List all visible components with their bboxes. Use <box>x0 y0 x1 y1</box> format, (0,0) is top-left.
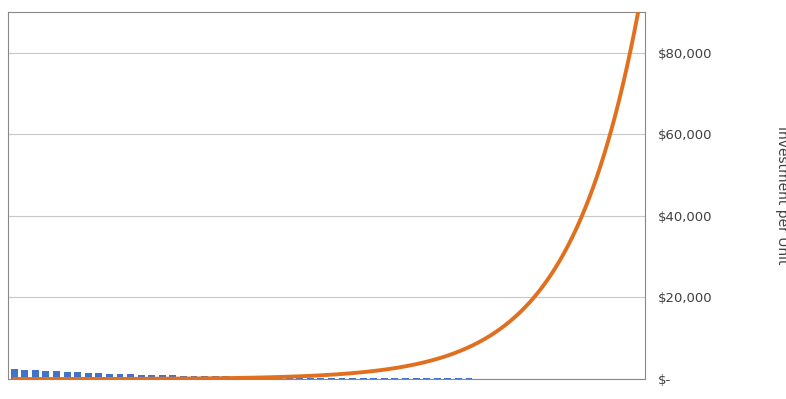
Bar <box>53 371 60 379</box>
Bar <box>413 378 420 379</box>
Bar <box>116 374 123 379</box>
Bar <box>11 369 17 379</box>
Bar <box>434 378 441 379</box>
Bar <box>149 375 155 379</box>
Bar <box>180 375 187 379</box>
Bar <box>74 372 81 379</box>
Bar <box>106 373 113 379</box>
Bar <box>307 377 314 379</box>
Bar <box>138 375 145 379</box>
Bar <box>32 370 39 379</box>
Bar <box>402 378 409 379</box>
Bar <box>275 377 282 379</box>
Bar <box>444 378 451 379</box>
Bar <box>286 377 292 379</box>
Bar <box>21 369 28 379</box>
Bar <box>381 378 387 379</box>
Bar <box>328 378 335 379</box>
Bar <box>95 373 102 379</box>
Bar <box>391 378 399 379</box>
Bar <box>254 377 261 379</box>
Bar <box>318 377 325 379</box>
Bar <box>423 378 430 379</box>
Bar <box>64 372 71 379</box>
Bar <box>170 375 176 379</box>
Bar <box>85 373 92 379</box>
Bar <box>42 371 50 379</box>
Bar <box>211 376 219 379</box>
Bar <box>349 378 356 379</box>
Bar <box>296 377 303 379</box>
Y-axis label: Investment per Unit: Investment per Unit <box>775 126 786 265</box>
Bar <box>244 377 250 379</box>
Bar <box>222 376 230 379</box>
Bar <box>360 378 366 379</box>
Bar <box>201 376 208 379</box>
Bar <box>127 374 134 379</box>
Bar <box>233 377 240 379</box>
Bar <box>265 377 271 379</box>
Bar <box>159 375 166 379</box>
Bar <box>370 378 377 379</box>
Bar <box>190 376 197 379</box>
Bar <box>339 378 346 379</box>
